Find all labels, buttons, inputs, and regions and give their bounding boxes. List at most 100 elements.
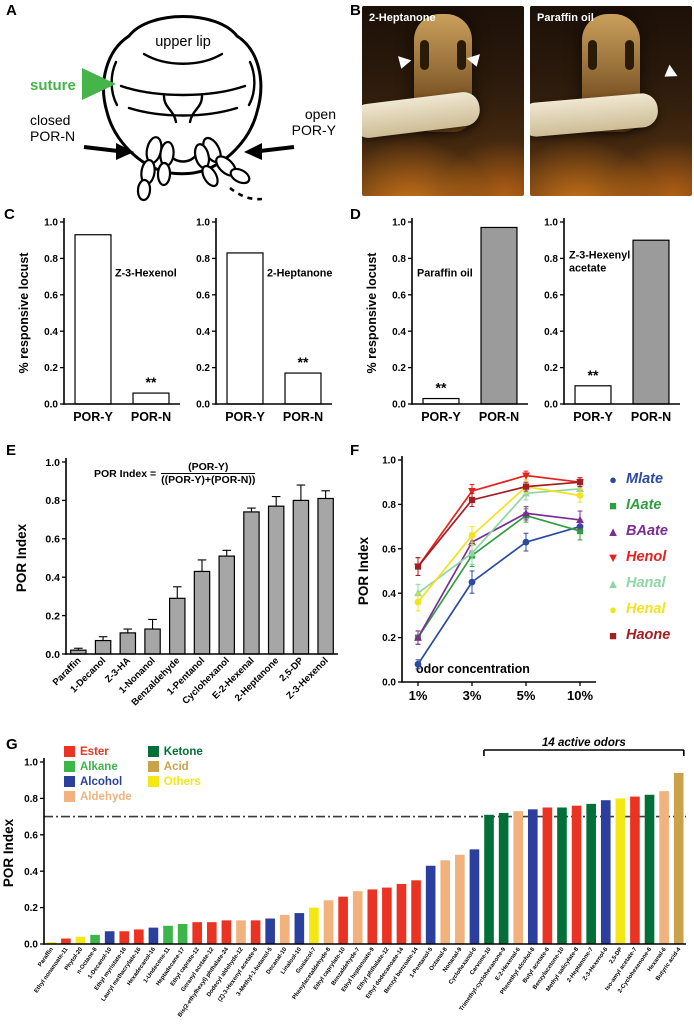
svg-text:1.0: 1.0: [392, 218, 406, 229]
svg-text:0.6: 0.6: [44, 290, 58, 301]
svg-text:0.0: 0.0: [544, 400, 558, 411]
svg-text:0.6: 0.6: [382, 544, 396, 555]
legend-item-label: Alcohol: [80, 775, 123, 788]
legend-item-label: Acid: [163, 760, 189, 773]
svg-text:% responsive locust: % responsive locust: [17, 252, 31, 374]
svg-text:POR-N: POR-N: [479, 410, 519, 424]
svg-text:10%: 10%: [567, 688, 593, 703]
arrowhead-icon: [660, 64, 678, 83]
svg-text:0.8: 0.8: [382, 500, 396, 511]
photo-caption: Paraffin oil: [537, 12, 594, 24]
svg-text:POR-Y: POR-Y: [573, 410, 613, 424]
svg-text:1.0: 1.0: [196, 218, 210, 229]
svg-text:0.4: 0.4: [44, 327, 58, 338]
legend-item-others: Others: [147, 774, 203, 789]
svg-text:**: **: [298, 354, 309, 370]
svg-text:POR-N: POR-N: [631, 410, 671, 424]
svg-text:0.0: 0.0: [24, 940, 38, 951]
open-label-line1: open: [305, 106, 336, 122]
svg-text:0.0: 0.0: [44, 400, 58, 411]
legend-item-label: Henol: [626, 549, 667, 565]
locust-eye: [625, 40, 634, 70]
svg-text:Z-3-Hexenol: Z-3-Hexenol: [115, 268, 177, 280]
legend-item-acid: Acid: [147, 759, 203, 774]
legend-swatch: [64, 761, 75, 772]
svg-text:1.0: 1.0: [382, 456, 396, 467]
holder-stick: [362, 90, 482, 140]
svg-text:0.2: 0.2: [196, 363, 210, 374]
svg-text:**: **: [146, 374, 157, 390]
svg-text:0.0: 0.0: [392, 400, 406, 411]
svg-text:0.6: 0.6: [196, 290, 210, 301]
svg-text:0.6: 0.6: [45, 534, 60, 546]
svg-text:POR Index: POR Index: [1, 818, 16, 887]
svg-text:1.0: 1.0: [45, 457, 60, 469]
panel-b-label: B: [350, 2, 361, 19]
svg-text:0.0: 0.0: [382, 678, 396, 689]
square-marker-icon: ■: [609, 627, 617, 643]
legend-swatch: [147, 776, 159, 787]
svg-text:0.4: 0.4: [24, 867, 38, 878]
legend-swatch: [64, 746, 75, 757]
legend-item-label: Hanal: [626, 575, 666, 591]
svg-text:1.0: 1.0: [44, 218, 58, 229]
legend-item-mlate: ● Mlate: [606, 466, 670, 492]
chart-g-legend: Ester Alkane Alcohol Aldehyde Ketone Acid Othe…: [64, 744, 203, 804]
legend-item-alkane: Alkane: [64, 759, 132, 774]
svg-text:POR-Y: POR-Y: [225, 410, 265, 424]
svg-text:0.8: 0.8: [24, 794, 38, 805]
locust-eye: [420, 40, 429, 70]
panel-e-label: E: [6, 442, 17, 459]
svg-text:POR-N: POR-N: [131, 410, 171, 424]
svg-text:1%: 1%: [409, 688, 428, 703]
svg-text:% responsive locust: % responsive locust: [365, 252, 379, 374]
closed-label-line1: closed: [30, 112, 70, 128]
legend-item-label: Ketone: [163, 745, 203, 758]
svg-text:0.6: 0.6: [24, 830, 38, 841]
formula-numerator: (POR-Y): [161, 461, 256, 474]
svg-text:0.2: 0.2: [544, 363, 558, 374]
svg-text:0.8: 0.8: [45, 495, 60, 507]
locust-eye: [457, 40, 466, 70]
photo-caption: 2-Heptanone: [369, 12, 436, 24]
locust-eye: [588, 40, 597, 70]
svg-text:0.2: 0.2: [382, 633, 396, 644]
photo-paraffin-oil: Paraffin oil: [530, 6, 692, 196]
svg-text:**: **: [436, 380, 447, 396]
svg-text:14 active odors: 14 active odors: [542, 737, 626, 749]
legend-swatch: [64, 776, 75, 787]
legend-item-iaate: ■ IAate: [606, 492, 670, 518]
svg-text:0.8: 0.8: [44, 254, 58, 265]
svg-text:0.6: 0.6: [392, 290, 406, 301]
svg-text:0.4: 0.4: [382, 589, 396, 600]
svg-text:acetate: acetate: [569, 262, 606, 274]
legend-item-label: BAate: [626, 523, 668, 539]
legend-item-label: Aldehyde: [80, 790, 132, 803]
chart-d-z3hexenyl-acetate: 0.0 0.2 0.4 0.6 0.8 1.0 POR-Y POR-N ** Z-3-Hexeny…: [544, 218, 680, 424]
circle-marker-icon: ●: [609, 601, 617, 617]
legend-item-label: Mlate: [626, 471, 664, 487]
legend-item-label: Ester: [80, 745, 109, 758]
formula-denominator: ((POR-Y)+(POR-N)): [161, 474, 256, 486]
svg-text:0.8: 0.8: [392, 254, 406, 265]
legend-swatch: [64, 791, 75, 802]
svg-text:POR-Y: POR-Y: [421, 410, 461, 424]
chart-e-por-index: 0.00.20.40.60.81.0Paraffin1-DecanolZ-3-H…: [14, 457, 338, 708]
svg-text:POR-N: POR-N: [283, 410, 323, 424]
open-arrow: [244, 143, 295, 160]
svg-text:0.4: 0.4: [45, 572, 60, 584]
suture-label: suture: [30, 77, 76, 94]
circle-marker-icon: ●: [609, 471, 617, 487]
legend-item-label: IAate: [626, 497, 662, 513]
svg-text:0.2: 0.2: [44, 363, 58, 374]
svg-text:0.8: 0.8: [544, 254, 558, 265]
legend-item-label: Alkane: [80, 760, 118, 773]
svg-text:POR Index: POR Index: [356, 536, 371, 605]
arrowhead-icon: [466, 54, 484, 69]
legend-item-label: Others: [163, 775, 201, 788]
holder-stick: [530, 92, 660, 138]
svg-text:0.4: 0.4: [544, 327, 558, 338]
svg-text:0.0: 0.0: [45, 649, 60, 661]
closed-arrow: [83, 143, 134, 160]
suture-arrow: [82, 68, 116, 100]
